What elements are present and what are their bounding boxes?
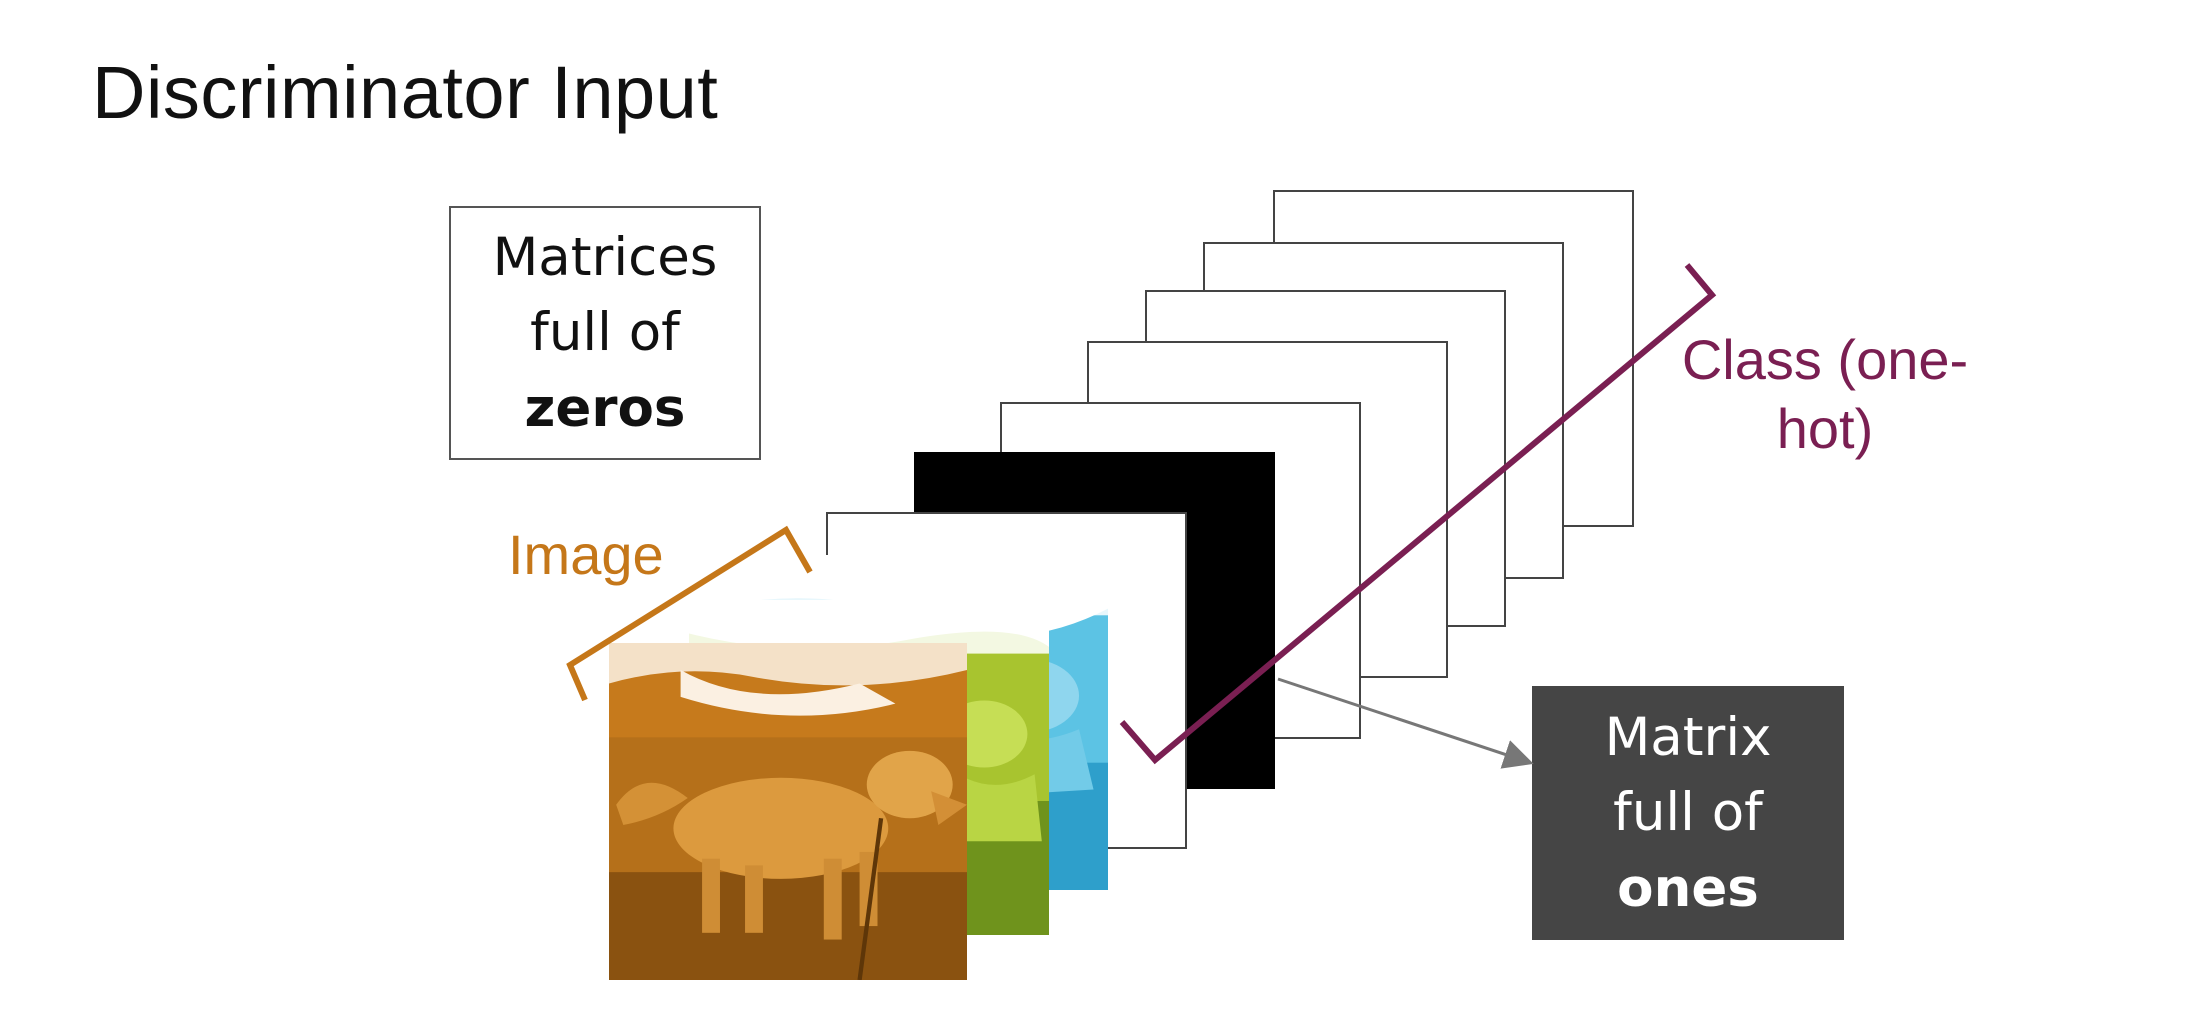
class-one-hot-label: Class (one-hot): [1681, 328, 1969, 461]
zeros-matrices-callout: Matrices full of zeros: [449, 206, 761, 460]
slide-title: Discriminator Input: [92, 51, 719, 134]
ones-callout-line3: ones: [1617, 857, 1759, 919]
ones-callout-line1: Matrix: [1604, 707, 1772, 769]
zeros-callout-line2: full of: [530, 302, 680, 364]
image-orange-channel: [609, 643, 967, 980]
ones-callout-line2: full of: [1613, 782, 1763, 844]
zeros-callout-line3: zeros: [524, 377, 686, 439]
zeros-callout-line1: Matrices: [492, 227, 718, 289]
image-label: Image: [508, 523, 664, 586]
ones-matrix-callout: Matrix full of ones: [1532, 686, 1844, 940]
